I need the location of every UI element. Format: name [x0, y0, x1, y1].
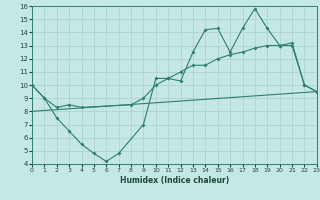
X-axis label: Humidex (Indice chaleur): Humidex (Indice chaleur) [120, 176, 229, 185]
